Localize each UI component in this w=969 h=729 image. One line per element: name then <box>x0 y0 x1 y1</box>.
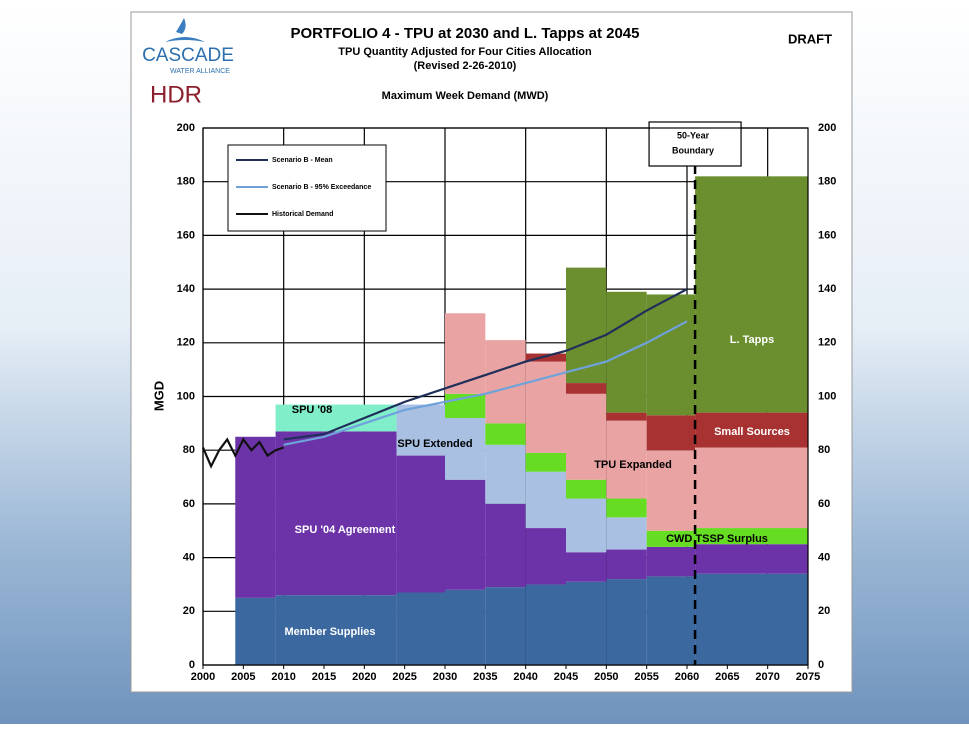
y-tick-label: 140 <box>177 283 195 295</box>
area-segment <box>606 499 646 518</box>
x-tick-label: 2075 <box>796 671 820 683</box>
x-tick-label: 2060 <box>675 671 699 683</box>
y2-tick-label: 160 <box>818 229 836 241</box>
revision: (Revised 2-26-2010) <box>414 60 517 72</box>
y-tick-label: 200 <box>177 122 195 134</box>
area-label: SPU '04 Agreement <box>295 524 396 536</box>
area-segment <box>566 268 606 383</box>
slide: CASCADE WATER ALLIANCE HDR PORTFOLIO 4 -… <box>0 0 969 724</box>
area-segment <box>606 517 646 549</box>
x-tick-label: 2045 <box>554 671 578 683</box>
area-segment <box>606 579 646 665</box>
y2-tick-label: 120 <box>818 337 836 349</box>
area-segment <box>647 415 695 450</box>
y2-tick-label: 200 <box>818 122 836 134</box>
legend-label: Historical Demand <box>272 211 333 218</box>
area-segment <box>566 480 606 499</box>
x-tick-label: 2070 <box>755 671 779 683</box>
boundary-label: 50-Year <box>677 130 710 140</box>
legend-label: Scenario B - 95% Exceedance <box>272 184 371 191</box>
y2-tick-label: 140 <box>818 283 836 295</box>
area-segment <box>235 437 275 598</box>
logo-subtext: WATER ALLIANCE <box>170 68 230 75</box>
x-tick-label: 2015 <box>312 671 336 683</box>
y2-tick-label: 40 <box>818 552 830 564</box>
area-segment <box>566 582 606 665</box>
area-segment <box>485 504 525 587</box>
area-segment <box>647 294 695 415</box>
chart-heading: Maximum Week Demand (MWD) <box>382 90 549 102</box>
area-label: SPU Extended <box>397 438 472 450</box>
area-segment <box>485 340 525 423</box>
logo-hdr: HDR <box>150 81 202 108</box>
x-tick-label: 2040 <box>513 671 537 683</box>
area-segment <box>526 472 566 528</box>
area-label: Small Sources <box>714 426 790 438</box>
x-tick-label: 2020 <box>352 671 376 683</box>
area-segment <box>695 544 808 574</box>
area-segment <box>566 383 606 394</box>
x-tick-label: 2050 <box>594 671 618 683</box>
area-segment <box>647 576 695 665</box>
area-segment <box>445 480 485 590</box>
y2-tick-label: 20 <box>818 605 830 617</box>
boundary-label: Boundary <box>672 145 714 155</box>
y-tick-label: 60 <box>183 498 195 510</box>
area-segment <box>566 552 606 582</box>
area-segment <box>485 423 525 444</box>
legend-label: Scenario B - Mean <box>272 157 333 164</box>
x-tick-label: 2035 <box>473 671 497 683</box>
x-tick-label: 2010 <box>271 671 295 683</box>
area-segment <box>695 448 808 529</box>
y2-tick-label: 80 <box>818 444 830 456</box>
area-segment <box>526 528 566 584</box>
area-segment <box>526 584 566 665</box>
y-tick-label: 100 <box>177 390 195 402</box>
area-segment <box>606 550 646 580</box>
area-segment <box>397 456 445 593</box>
area-segment <box>526 362 566 453</box>
area-label: L. Tapps <box>730 334 774 346</box>
area-segment <box>397 593 445 665</box>
area-segment <box>485 445 525 504</box>
area-segment <box>606 413 646 421</box>
y-tick-label: 80 <box>183 444 195 456</box>
draft-label: DRAFT <box>788 31 832 46</box>
x-tick-label: 2030 <box>433 671 457 683</box>
chart-title: PORTFOLIO 4 - TPU at 2030 and L. Tapps a… <box>291 25 640 42</box>
x-tick-label: 2005 <box>231 671 255 683</box>
area-segment <box>276 431 397 595</box>
logo-text: CASCADE <box>142 45 234 66</box>
y-tick-label: 180 <box>177 176 195 188</box>
area-segment <box>485 587 525 665</box>
area-label: TPU Expanded <box>594 459 672 471</box>
y2-tick-label: 180 <box>818 176 836 188</box>
area-label: SPU '08 <box>292 404 333 416</box>
area-label: Member Supplies <box>284 626 375 638</box>
area-segment <box>445 590 485 665</box>
y-tick-label: 120 <box>177 337 195 349</box>
x-tick-label: 2000 <box>191 671 215 683</box>
y-tick-label: 40 <box>183 552 195 564</box>
area-segment <box>235 598 275 665</box>
area-segment <box>695 176 808 412</box>
x-tick-label: 2065 <box>715 671 739 683</box>
y-tick-label: 0 <box>189 659 195 671</box>
y-axis-label: MGD <box>151 381 166 411</box>
area-segment <box>695 574 808 665</box>
area-segment <box>526 453 566 472</box>
y2-tick-label: 0 <box>818 659 824 671</box>
area-segment <box>647 547 695 577</box>
chart-subtitle: TPU Quantity Adjusted for Four Cities Al… <box>338 46 592 58</box>
y-tick-label: 20 <box>183 605 195 617</box>
y2-tick-label: 60 <box>818 498 830 510</box>
y-tick-label: 160 <box>177 229 195 241</box>
x-tick-label: 2055 <box>634 671 658 683</box>
y2-tick-label: 100 <box>818 390 836 402</box>
area-segment <box>566 499 606 553</box>
x-tick-label: 2025 <box>392 671 416 683</box>
area-label: CWD TSSP Surplus <box>666 533 768 545</box>
